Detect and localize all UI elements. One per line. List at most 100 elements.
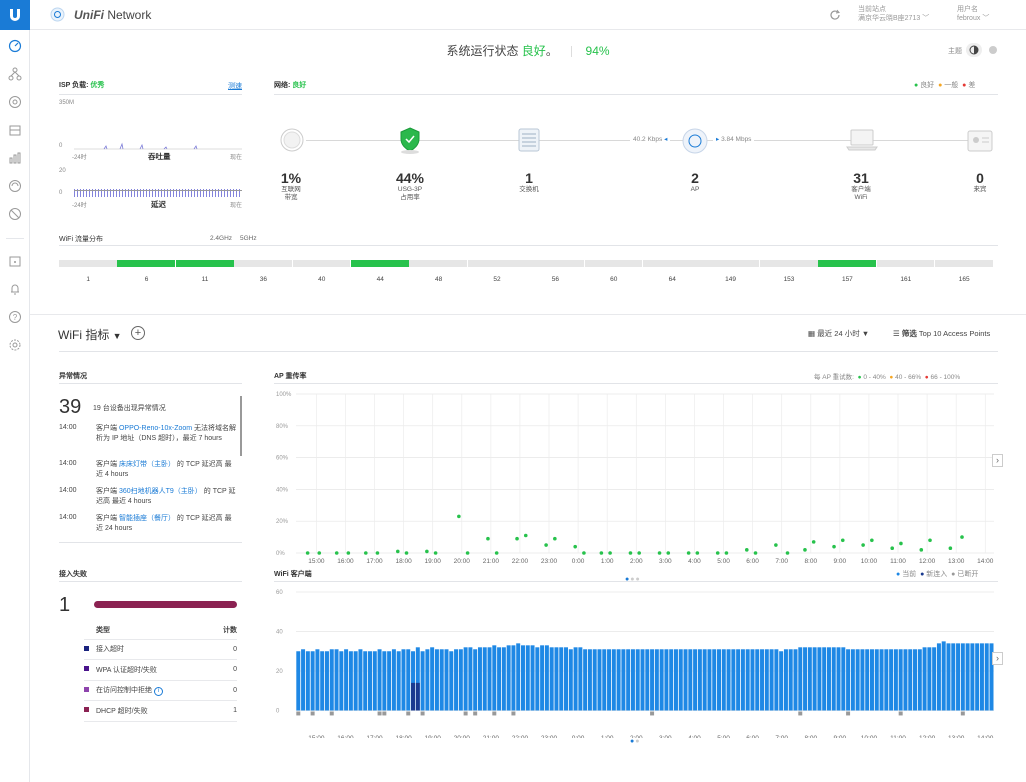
bar-disconnected	[296, 711, 301, 716]
bar-current	[324, 651, 329, 711]
bar-current	[382, 651, 387, 711]
event-client-link[interactable]: 智能插座（餐厅）	[118, 515, 175, 522]
help-nav-icon[interactable]: ?	[6, 308, 24, 326]
bar-current	[946, 643, 951, 711]
wifi-clients-pager[interactable]: ●●	[630, 738, 641, 745]
bar-current	[420, 651, 425, 711]
failure-type: 在访问控制中拒绝	[96, 686, 152, 694]
product-name: Network	[107, 8, 152, 22]
event-time: 14:00	[59, 460, 77, 467]
legend-high: 66 - 100%	[930, 374, 961, 381]
anomalies-title: 异常情况	[59, 373, 87, 380]
time-range-selector[interactable]: ▦ 最近 24 小时 ▼	[808, 328, 869, 339]
data-point	[494, 551, 499, 555]
channel-bar	[759, 260, 818, 267]
latency-x-left: -24时	[72, 203, 87, 209]
event-client-link[interactable]: 360扫地机器人T9（主卧）	[118, 488, 202, 495]
x-tick-label: 16:00	[337, 735, 354, 738]
site-selector[interactable]: 当前站点 满京华云晓B座2713 ﹀	[858, 5, 929, 23]
channel-bar	[234, 260, 292, 267]
bar-disconnected	[650, 711, 655, 716]
channel-label: 36	[259, 276, 267, 283]
bar-new	[415, 682, 420, 711]
gateway-shield-icon[interactable]	[398, 126, 422, 156]
filter-selector[interactable]: ☰ 筛选 Top 10 Access Points	[893, 328, 990, 339]
bar-current	[788, 649, 793, 711]
data-point	[919, 548, 924, 552]
bar-current	[520, 645, 525, 711]
channel-label: 157	[841, 276, 853, 283]
devices-nav-icon[interactable]	[6, 121, 24, 139]
clients-nav-icon[interactable]	[6, 149, 24, 167]
alerts-nav-icon[interactable]	[6, 280, 24, 298]
ap-retry-pager[interactable]: ●●●	[625, 576, 641, 583]
device-guests[interactable]: 0 来宾	[955, 170, 1005, 194]
bar-current	[434, 649, 439, 711]
x-tick-label: 11:00	[890, 735, 906, 738]
data-point	[744, 548, 749, 552]
device-switch[interactable]: 1 交换机	[504, 170, 554, 194]
y-tick-label: 60	[276, 590, 283, 596]
y-tick-label: 80%	[276, 424, 289, 430]
dashboard-nav-icon[interactable]	[6, 37, 24, 55]
info-icon[interactable]: i	[153, 686, 163, 696]
bar-current	[922, 647, 927, 711]
latency-x-right: 现在	[230, 203, 243, 209]
device-ap[interactable]: 2 AP	[670, 170, 720, 194]
device-clients[interactable]: 31 客户端 WiFi	[836, 170, 886, 202]
event-time: 14:00	[59, 424, 77, 431]
bar-current	[497, 647, 502, 711]
theme-contrast-icon[interactable]	[966, 43, 982, 57]
bar-current	[760, 649, 765, 711]
user-menu[interactable]: 用户名 febroux ﹀	[957, 5, 989, 23]
threat-nav-icon[interactable]	[6, 205, 24, 223]
settings-nav-icon[interactable]	[6, 336, 24, 354]
bar-current	[721, 649, 726, 711]
y-tick-label: 0	[276, 709, 280, 715]
bar-current	[482, 647, 487, 711]
list-item[interactable]: 14:00 客户端 OPPO-Reno-10x-Zoom 无法将域名解析为 IP…	[59, 424, 237, 460]
bar-current	[477, 647, 482, 711]
bar-current	[936, 643, 941, 711]
refresh-icon[interactable]	[828, 8, 842, 24]
chevron-right-icon[interactable]: ›	[992, 454, 1003, 467]
speedtest-link[interactable]: 测速	[228, 83, 242, 90]
device-internet[interactable]: 1% 互联网 带宽	[266, 170, 316, 202]
x-tick-label: 23:00	[541, 735, 558, 738]
bar-disconnected	[798, 711, 803, 716]
unifi-logo-icon[interactable]	[0, 0, 30, 30]
event-client-link[interactable]: 床床灯带（主卧）	[118, 461, 175, 468]
channel-label: 161	[900, 276, 912, 283]
clients-laptop-icon[interactable]	[846, 129, 878, 153]
add-widget-icon[interactable]: +	[131, 326, 145, 340]
list-item[interactable]: 14:00 客户端 360扫地机器人T9（主卧） 的 TCP 延迟高 最近 4 …	[59, 487, 237, 514]
bar-current	[850, 649, 855, 711]
guest-badge-icon[interactable]	[967, 128, 993, 154]
internet-globe-icon[interactable]	[280, 128, 304, 154]
table-row: DHCP 超时/失败 1	[84, 700, 237, 722]
bar-current	[731, 649, 736, 711]
events-nav-icon[interactable]	[6, 252, 24, 270]
event-client-link[interactable]: OPPO-Reno-10x-Zoom	[118, 425, 193, 432]
x-tick-label: 12:00	[919, 735, 936, 738]
chevron-right-icon[interactable]: ›	[992, 652, 1003, 665]
ap-icon[interactable]	[682, 128, 708, 156]
bar-current	[329, 649, 334, 711]
data-point	[861, 543, 865, 547]
network-state: 良好	[292, 82, 307, 89]
statistics-nav-icon[interactable]	[6, 93, 24, 111]
anomalies-scrollbar[interactable]	[240, 396, 242, 456]
data-point	[553, 536, 557, 541]
switch-icon[interactable]	[518, 128, 540, 154]
throughput-label: 吞吐量	[148, 152, 171, 161]
theme-light-icon[interactable]	[986, 43, 1000, 57]
insights-nav-icon[interactable]	[6, 177, 24, 195]
device-gateway[interactable]: 44% USG-3P 占用率	[385, 170, 435, 202]
list-item[interactable]: 14:00 客户端 床床灯带（主卧） 的 TCP 延迟高 最近 4 hours	[59, 460, 237, 487]
topology-nav-icon[interactable]	[6, 65, 24, 83]
list-item[interactable]: 14:00 客户端 智能插座（餐厅） 的 TCP 延迟高 最近 24 hours	[59, 514, 237, 541]
latency-max: 20	[59, 168, 66, 174]
wifi-metrics-title[interactable]: WiFi 指标 ▼	[58, 326, 122, 343]
data-point	[657, 551, 662, 555]
bar-current	[717, 649, 721, 711]
